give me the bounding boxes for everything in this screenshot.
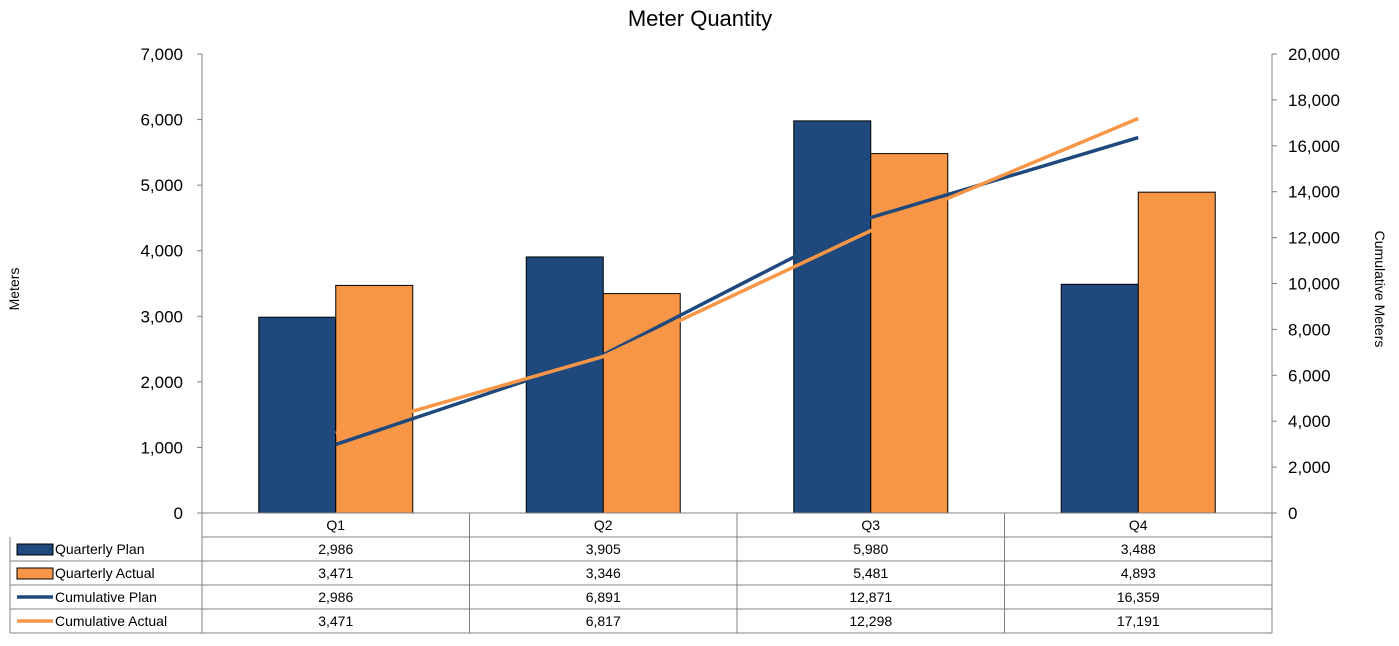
left-tick-label: 7,000 [140,45,183,64]
left-tick-label: 0 [174,504,183,523]
table-cell-value: 3,905 [586,541,621,557]
right-tick-label: 0 [1288,504,1297,523]
table-cell-value: 16,359 [1117,589,1160,605]
y-axis-title: Meters [6,268,22,311]
table-cell-value: 3,346 [586,565,621,581]
right-tick-label: 8,000 [1288,320,1331,339]
right-tick-label: 18,000 [1288,91,1340,110]
right-tick-label: 20,000 [1288,45,1340,64]
left-tick-label: 4,000 [140,242,183,261]
table-cell-value: 2,986 [318,589,353,605]
right-tick-label: 2,000 [1288,458,1331,477]
legend-label-quarterly-actual: Quarterly Actual [55,565,155,581]
chart-title: Meter Quantity [628,6,772,31]
legend-key-quarterly-actual [16,567,54,580]
table-cell-value: 3,488 [1121,541,1156,557]
bars-layer [258,120,1216,514]
bar-quarterly-actual-q1 [335,284,414,514]
table-cell-value: 3,471 [318,565,353,581]
bar-quarterly-actual-q4 [1137,191,1216,514]
left-tick-label: 5,000 [140,176,183,195]
x-tick-label-q2: Q2 [594,517,613,533]
bar-quarterly-plan-q2 [525,256,604,514]
right-tick-label: 10,000 [1288,275,1340,294]
legend-label-cumulative-plan: Cumulative Plan [55,589,157,605]
bar-quarterly-actual-q2 [602,293,681,514]
bar-quarterly-plan-q1 [258,316,337,514]
table-cell-value: 5,980 [853,541,888,557]
left-tick-label: 6,000 [140,111,183,130]
line-cumulative-actual [335,116,1139,436]
right-tick-label: 16,000 [1288,137,1340,156]
axes-layer: 0 1,000 2,000 3,000 4,000 5,000 6,000 7,000 0 2,0… [140,45,1340,523]
lines-layer [335,116,1139,447]
table-cell-value: 2,986 [318,541,353,557]
right-tick-label: 6,000 [1288,366,1331,385]
table-cell-value: 6,891 [586,589,621,605]
bar-quarterly-plan-q4 [1060,283,1139,514]
right-tick-label: 14,000 [1288,183,1340,202]
legend-key-quarterly-plan [16,543,54,556]
right-tick-label: 4,000 [1288,412,1331,431]
table-cell-value: 4,893 [1121,565,1156,581]
data-table: Q1 Q2 Q3 Q4 Quarterly Plan 2,986 3,905 5,980 3,4… [9,513,1273,634]
left-tick-label: 2,000 [140,373,183,392]
left-tick-label: 3,000 [140,307,183,326]
table-cell-value: 6,817 [586,613,621,629]
table-cell-value: 5,481 [853,565,888,581]
right-tick-label: 12,000 [1288,229,1340,248]
line-cumulative-plan [335,135,1139,447]
table-cell-value: 12,871 [849,589,892,605]
y2-axis-title: Cumulative Meters [1372,231,1388,348]
bar-quarterly-plan-q3 [793,120,872,514]
x-tick-label-q1: Q1 [326,517,345,533]
x-tick-label-q3: Q3 [861,517,880,533]
table-cell-value: 17,191 [1117,613,1160,629]
x-tick-label-q4: Q4 [1129,517,1148,533]
left-tick-label: 1,000 [140,438,183,457]
table-cell-value: 12,298 [849,613,892,629]
legend-label-quarterly-plan: Quarterly Plan [55,541,144,557]
legend-label-cumulative-actual: Cumulative Actual [55,613,167,629]
table-cell-value: 3,471 [318,613,353,629]
